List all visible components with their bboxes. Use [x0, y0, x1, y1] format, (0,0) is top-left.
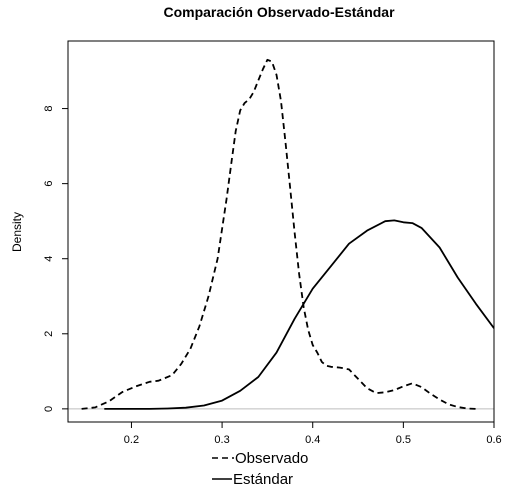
series-line-observado [81, 58, 476, 410]
x-tick-label-0: 0.2 [124, 434, 139, 446]
y-tick-label-0: 0 [43, 406, 55, 412]
legend-label-observado: Observado [235, 450, 308, 467]
x-tick-label-1: 0.3 [214, 434, 229, 446]
y-axis-label: Density [10, 212, 24, 252]
y-tick-label-3: 6 [43, 181, 55, 187]
x-tick-label-4: 0.6 [486, 434, 501, 446]
y-tick-label-1: 2 [43, 331, 55, 337]
chart-title: Comparación Observado-Estándar [163, 4, 395, 20]
y-tick-label-2: 4 [43, 256, 55, 262]
x-tick-label-3: 0.5 [396, 434, 411, 446]
x-tick-label-2: 0.4 [305, 434, 320, 446]
legend-label-estandar: Estándar [233, 471, 293, 488]
legend: Observado Estándar [212, 450, 308, 488]
y-tick-label-4: 8 [43, 106, 55, 112]
plot-area: 0.2 0.3 0.4 0.5 0.6 0 2 4 6 8 [43, 40, 502, 446]
series-line-estandar [104, 219, 494, 410]
plot-frame [67, 40, 495, 423]
